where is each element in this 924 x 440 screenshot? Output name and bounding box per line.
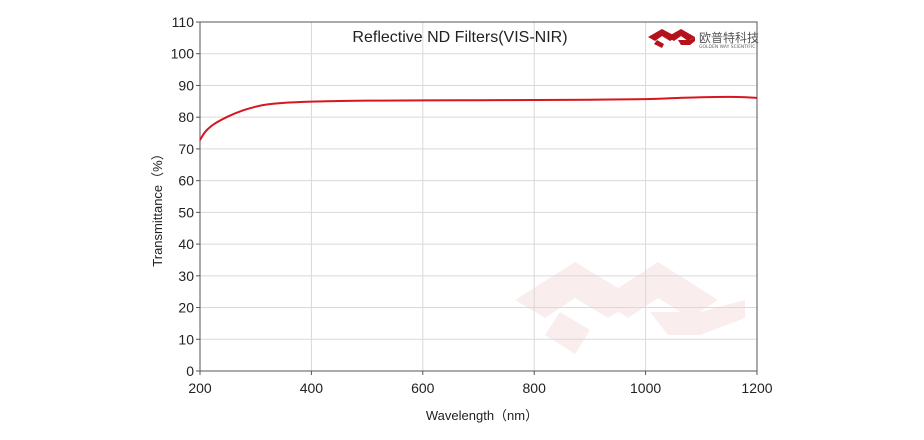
y-tick-label: 0 [186, 363, 194, 379]
x-tick-label: 1200 [741, 380, 772, 396]
transmittance-series-line [199, 95, 758, 141]
series-group [199, 95, 758, 141]
y-tick-label: 80 [178, 109, 194, 125]
plot-frame [199, 21, 758, 372]
brand-logo: 欧普特科技 GOLDEN WAY SCIENTIFIC [648, 29, 759, 50]
watermark-logo [515, 262, 745, 354]
y-tick-label: 20 [178, 300, 194, 316]
y-tick-labels: 0 10 20 30 40 50 60 70 80 90 100 110 [171, 14, 195, 379]
y-tick-label: 40 [178, 236, 194, 252]
y-tick-label: 60 [178, 173, 194, 189]
y-tick-label: 30 [178, 268, 194, 284]
x-tick-label: 200 [188, 380, 212, 396]
x-tick-label: 800 [523, 380, 547, 396]
x-tick-label: 1000 [630, 380, 661, 396]
x-axis-title: Wavelength（nm） [426, 408, 538, 423]
chart-title: Reflective ND Filters(VIS-NIR) [352, 29, 567, 46]
y-axis-title: Transmittance（%） [150, 147, 165, 266]
x-tick-label: 400 [300, 380, 324, 396]
y-tick-label: 70 [178, 141, 194, 157]
x-tick-label: 600 [411, 380, 435, 396]
y-tick-label: 10 [178, 331, 194, 347]
y-tick-label: 110 [172, 14, 195, 30]
y-tick-label: 100 [171, 46, 195, 62]
x-tick-labels: 200 400 600 800 1000 1200 [188, 380, 772, 396]
brand-name-en: GOLDEN WAY SCIENTIFIC [699, 44, 755, 50]
y-tick-label: 50 [178, 204, 194, 220]
brand-mark-icon [648, 29, 695, 48]
y-tick-label: 90 [178, 77, 194, 93]
brand-name-cn: 欧普特科技 [699, 30, 759, 45]
